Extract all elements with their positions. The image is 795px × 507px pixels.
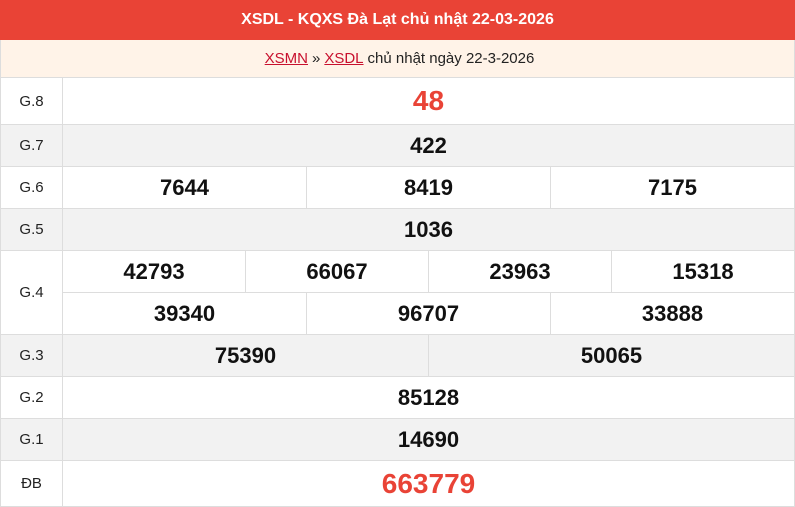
xsdl-link[interactable]: XSDL <box>324 50 364 67</box>
row-g5: G.5 1036 <box>0 208 795 251</box>
breadcrumb: XSMN » XSDL chủ nhật ngày 22-3-2026 <box>0 40 795 77</box>
special-prize-value: 663779 <box>62 460 795 507</box>
prize-value: 1036 <box>62 208 795 251</box>
prize-label: G.2 <box>0 376 63 419</box>
prize-value: 66067 <box>245 250 429 293</box>
row-g1: G.1 14690 <box>0 418 795 461</box>
prize-label: G.3 <box>0 334 63 377</box>
prize-label: ĐB <box>0 460 63 507</box>
row-g2: G.2 85128 <box>0 376 795 419</box>
prize-value: 42793 <box>62 250 246 293</box>
prize-value: 15318 <box>611 250 795 293</box>
breadcrumb-separator: » <box>312 50 321 67</box>
prize-value: 75390 <box>62 334 429 377</box>
row-g8: G.8 48 <box>0 77 795 125</box>
xsmn-link[interactable]: XSMN <box>264 50 308 67</box>
prize-value: 7644 <box>62 166 307 209</box>
prize-value: 48 <box>62 77 795 125</box>
row-g6: G.6 7644 8419 7175 <box>0 166 795 209</box>
row-g4b: 39340 96707 33888 <box>1 292 795 335</box>
prize-value: 39340 <box>62 292 307 335</box>
results-table: G.8 48 G.7 422 G.6 7644 8419 7175 G.5 1036 G.4… <box>0 77 795 507</box>
prize-label: G.8 <box>0 77 63 125</box>
prize-value: 23963 <box>428 250 612 293</box>
row-db: ĐB 663779 <box>0 460 795 507</box>
prize-label: G.7 <box>0 124 63 167</box>
prize-label: G.5 <box>0 208 63 251</box>
prize-value: 422 <box>62 124 795 167</box>
prize-value: 33888 <box>550 292 795 335</box>
row-g3: G.3 75390 50065 <box>0 334 795 377</box>
prize-value: 8419 <box>306 166 551 209</box>
row-g7: G.7 422 <box>0 124 795 167</box>
prize-value: 85128 <box>62 376 795 419</box>
prize-value: 50065 <box>428 334 795 377</box>
page-title: XSDL - KQXS Đà Lạt chủ nhật 22-03-2026 <box>0 0 795 40</box>
prize-label: G.1 <box>0 418 63 461</box>
prize-value: 96707 <box>306 292 551 335</box>
prize-value: 14690 <box>62 418 795 461</box>
prize-label: G.4 <box>0 250 63 335</box>
prize-label: G.6 <box>0 166 63 209</box>
breadcrumb-text: chủ nhật ngày 22-3-2026 <box>367 50 535 67</box>
row-g4: G.4 42793 66067 23963 15318 <box>0 250 795 335</box>
prize-value: 7175 <box>550 166 795 209</box>
